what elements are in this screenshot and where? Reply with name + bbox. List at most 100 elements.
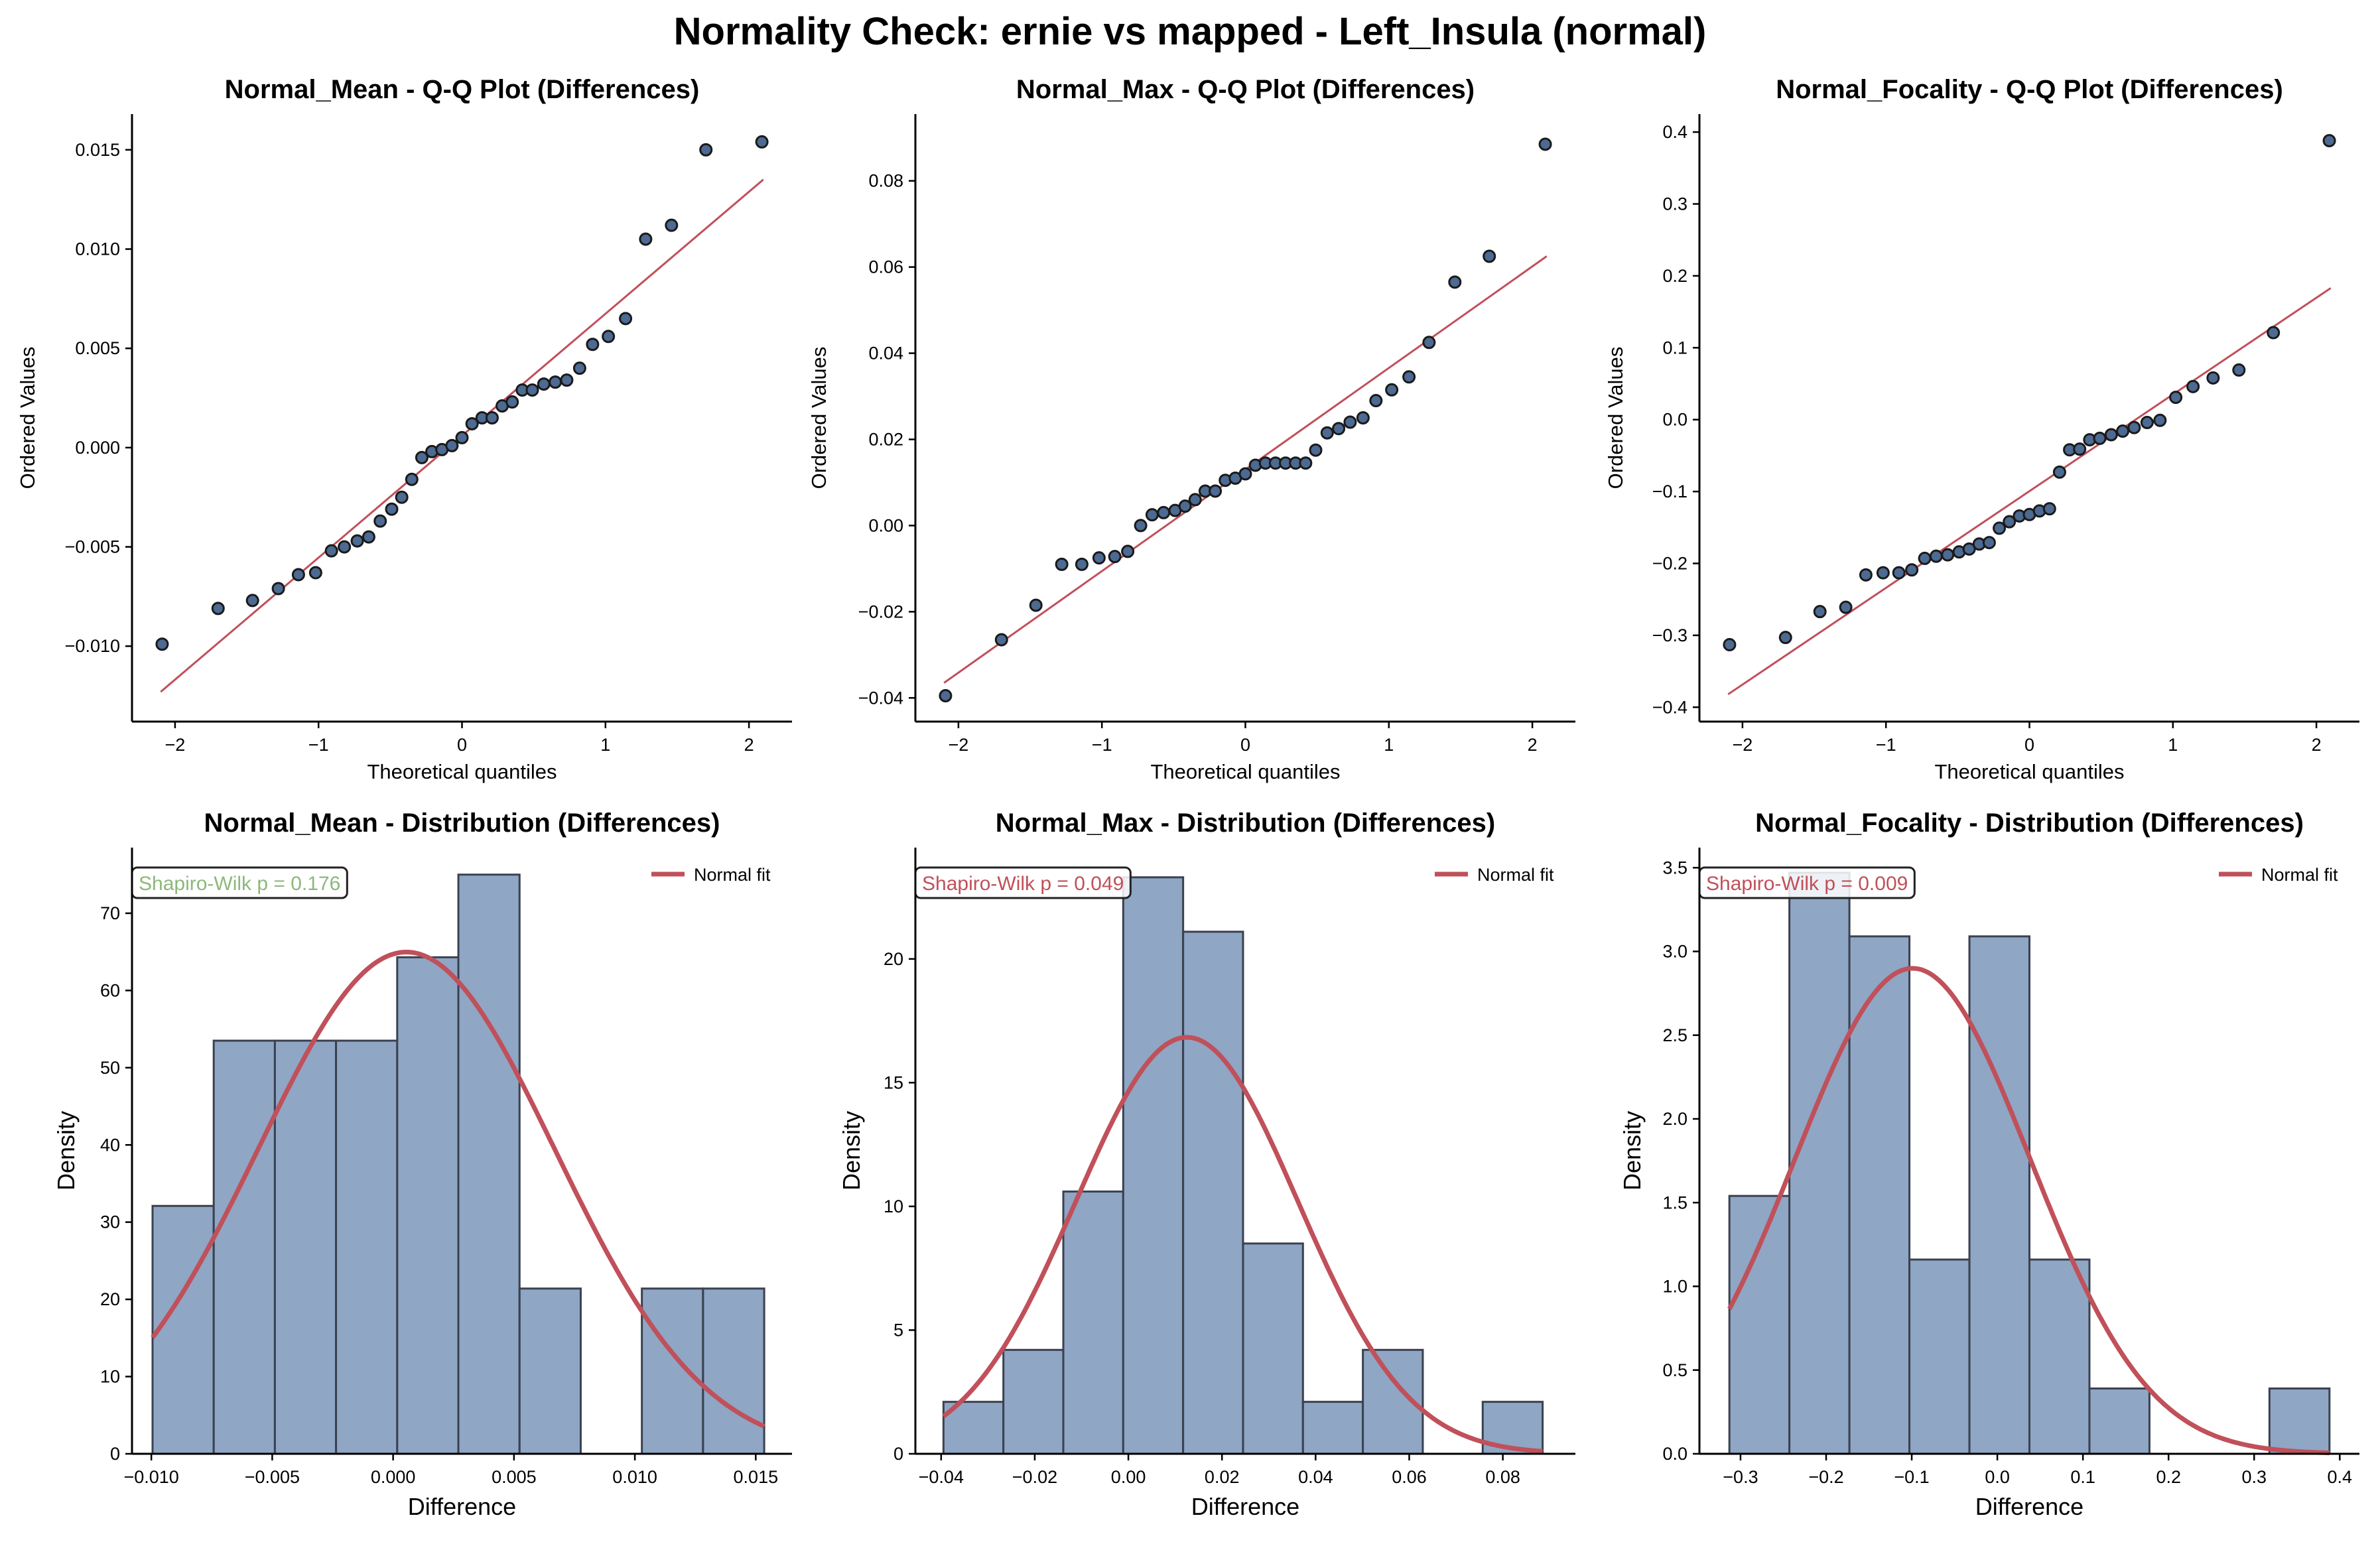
qq-point	[2116, 424, 2130, 438]
y-axis-label: Ordered Values	[807, 347, 830, 489]
qq-point	[415, 450, 429, 464]
x-tick-label: −0.010	[123, 1467, 178, 1487]
x-axis-label: Theoretical quantiles	[1150, 760, 1340, 783]
y-tick-label: 70	[100, 903, 120, 923]
qq-point	[639, 232, 653, 246]
histogram-bar	[2268, 1387, 2331, 1455]
qq-point	[1448, 275, 1462, 289]
x-axis-label: Difference	[1975, 1493, 2083, 1520]
qq-point	[1723, 638, 1737, 652]
histogram-bar	[2028, 1258, 2091, 1455]
legend-label: Normal fit	[694, 865, 771, 885]
y-tick-label: 0.005	[75, 338, 120, 358]
x-axis-label: Difference	[1191, 1493, 1299, 1520]
panel-1: Normal_Mean - Q-Q Plot (Differences) −2 −1…	[16, 75, 792, 783]
qq-point	[1238, 467, 1252, 481]
qq-point	[1483, 249, 1496, 263]
qq-point	[455, 430, 469, 444]
qq-point	[2186, 379, 2200, 393]
panel-title: Normal_Mean - Q-Q Plot (Differences)	[225, 75, 700, 104]
shapiro-wilk-text: Shapiro-Wilk p = 0.176	[139, 873, 340, 895]
qq-point	[1993, 521, 2007, 535]
panel-title: Normal_Focality - Q-Q Plot (Differences)	[1776, 75, 2283, 104]
y-tick-label: 0	[110, 1444, 120, 1464]
qq-point	[362, 530, 375, 544]
qq-point	[537, 377, 551, 391]
qq-point	[1929, 549, 1943, 563]
qq-point	[1320, 426, 1334, 440]
qq-point	[665, 218, 679, 232]
qq-point	[338, 540, 352, 554]
y-tick-label: 40	[100, 1135, 120, 1155]
y-tick-label: 20	[884, 949, 903, 969]
y-tick-label: −0.02	[858, 602, 903, 621]
x-axis-label: Theoretical quantiles	[1934, 760, 2124, 783]
x-tick-label: 2	[744, 735, 754, 755]
x-tick-label: 0.015	[734, 1467, 779, 1487]
qq-point	[602, 330, 616, 344]
qq-point	[308, 566, 322, 580]
x-tick-label: −1	[1092, 735, 1112, 755]
x-tick-label: 1	[2168, 735, 2178, 755]
qq-point	[1343, 415, 1357, 429]
y-tick-label: 0.02	[868, 429, 903, 449]
histogram-bar	[1728, 1194, 1791, 1455]
y-tick-label: −0.3	[1652, 625, 1687, 645]
y-tick-label: 1.0	[1662, 1277, 1687, 1297]
qq-point	[2042, 502, 2056, 516]
y-tick-label: 3.5	[1662, 858, 1687, 877]
histogram-bar	[1301, 1401, 1364, 1455]
qq-point	[1839, 600, 1853, 614]
histogram-bar	[1242, 1242, 1304, 1455]
qq-point	[2206, 371, 2220, 385]
histogram-bar	[457, 873, 521, 1455]
y-tick-label: 20	[100, 1289, 120, 1309]
x-tick-label: 0	[1240, 735, 1250, 755]
legend: Normal fit	[651, 865, 771, 885]
qq-point	[2153, 413, 2167, 427]
qq-point	[1209, 484, 1223, 498]
y-axis-label: Ordered Values	[16, 347, 39, 489]
y-tick-label: 2.5	[1662, 1025, 1687, 1045]
x-tick-label: 0.02	[1205, 1467, 1240, 1487]
panel-title: Normal_Max - Distribution (Differences)	[996, 808, 1495, 838]
histogram-bar	[641, 1287, 704, 1455]
normal-fit-curve	[151, 949, 765, 1429]
qq-point	[1145, 508, 1159, 522]
qq-point	[324, 544, 338, 558]
normal-fit-curve	[942, 1035, 1543, 1454]
legend-label: Normal fit	[2261, 865, 2338, 885]
x-axis-label: Difference	[408, 1493, 516, 1520]
y-tick-label: 2.0	[1662, 1109, 1687, 1129]
qq-point	[1962, 542, 1976, 556]
y-tick-label: 0.010	[75, 239, 120, 259]
y-tick-label: 0.08	[868, 171, 903, 191]
legend: Normal fit	[1435, 865, 1554, 885]
qq-point	[373, 514, 387, 528]
histogram-bar	[273, 1039, 338, 1455]
qq-point	[1369, 394, 1383, 408]
shapiro-wilk-annotation: Shapiro-Wilk p = 0.176	[131, 866, 348, 899]
y-tick-label: 0.00	[868, 515, 903, 535]
y-tick-label: −0.005	[65, 537, 120, 557]
qq-point	[2140, 416, 2154, 430]
histogram-bar	[1002, 1348, 1065, 1455]
x-tick-label: 0.06	[1392, 1467, 1427, 1487]
histogram-bar	[335, 1039, 399, 1455]
qq-point	[755, 135, 769, 149]
histogram-bar	[1788, 871, 1851, 1455]
qq-point	[2267, 326, 2281, 340]
qq-point	[2003, 515, 2016, 529]
qq-point	[1356, 411, 1370, 424]
qq-point	[405, 472, 419, 486]
qq-point	[1538, 137, 1552, 151]
panel-3: Normal_Focality - Q-Q Plot (Differences)…	[1604, 75, 2359, 783]
qq-point	[1188, 493, 1202, 507]
x-tick-label: −2	[948, 735, 968, 755]
x-tick-label: 0.4	[2328, 1467, 2353, 1487]
y-tick-label: 30	[100, 1212, 120, 1232]
qq-point	[549, 375, 562, 389]
qq-point	[1385, 383, 1399, 397]
qq-point	[395, 490, 409, 504]
x-tick-label: 0.000	[371, 1467, 416, 1487]
